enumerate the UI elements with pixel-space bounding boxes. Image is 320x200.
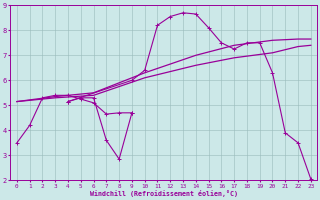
X-axis label: Windchill (Refroidissement éolien,°C): Windchill (Refroidissement éolien,°C) xyxy=(90,190,238,197)
